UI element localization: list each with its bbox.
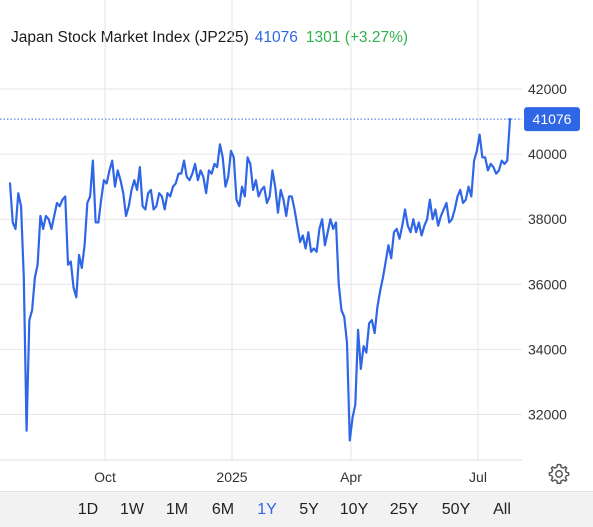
x-tick-label: Apr — [340, 469, 362, 485]
y-tick-label: 34000 — [528, 341, 567, 357]
series-line — [8, 118, 512, 442]
y-tick-label: 38000 — [528, 211, 567, 227]
last-value-badge — [524, 107, 580, 132]
settings-button[interactable] — [547, 462, 571, 486]
range-all[interactable]: All — [493, 501, 511, 518]
range-6m[interactable]: 6M — [211, 501, 235, 518]
y-tick-label: 42000 — [528, 81, 567, 97]
chart-title: Japan Stock Market Index (JP225) — [11, 29, 249, 46]
range-1y[interactable]: 1Y — [257, 501, 277, 518]
price-chart[interactable]: 32000 34000 36000 38000 40000 42000 Oct 2025 Apr… — [0, 0, 593, 491]
price-change: 1301 (+3.27%) — [305, 29, 409, 46]
gear-icon — [548, 463, 570, 484]
range-1w[interactable]: 1W — [120, 501, 144, 518]
current-price: 41076 — [254, 29, 298, 46]
x-tick-label: 2025 — [216, 469, 247, 485]
range-selector: 1D 1W 1M 6M 1Y 5Y 10Y 25Y 50Y All — [0, 491, 593, 527]
range-25y[interactable]: 25Y — [389, 501, 419, 518]
y-tick-label: 32000 — [528, 406, 567, 422]
axis-labels: 32000 34000 36000 38000 40000 42000 Oct 2025 Apr… — [94, 81, 580, 485]
last-value-label: 41076 — [533, 111, 572, 127]
x-tick-label: Oct — [94, 469, 116, 485]
grid-layer — [0, 0, 522, 461]
range-1d[interactable]: 1D — [77, 501, 99, 518]
range-50y[interactable]: 50Y — [441, 501, 471, 518]
y-tick-label: 40000 — [528, 146, 567, 162]
x-tick-label: Jul — [469, 469, 487, 485]
y-tick-label: 36000 — [528, 276, 567, 292]
series-layer — [0, 118, 522, 442]
range-10y[interactable]: 10Y — [339, 501, 369, 518]
range-5y[interactable]: 5Y — [299, 501, 319, 518]
chart-header: Japan Stock Market Index (JP225) 41076 130… — [11, 29, 408, 47]
range-1m[interactable]: 1M — [165, 501, 189, 518]
